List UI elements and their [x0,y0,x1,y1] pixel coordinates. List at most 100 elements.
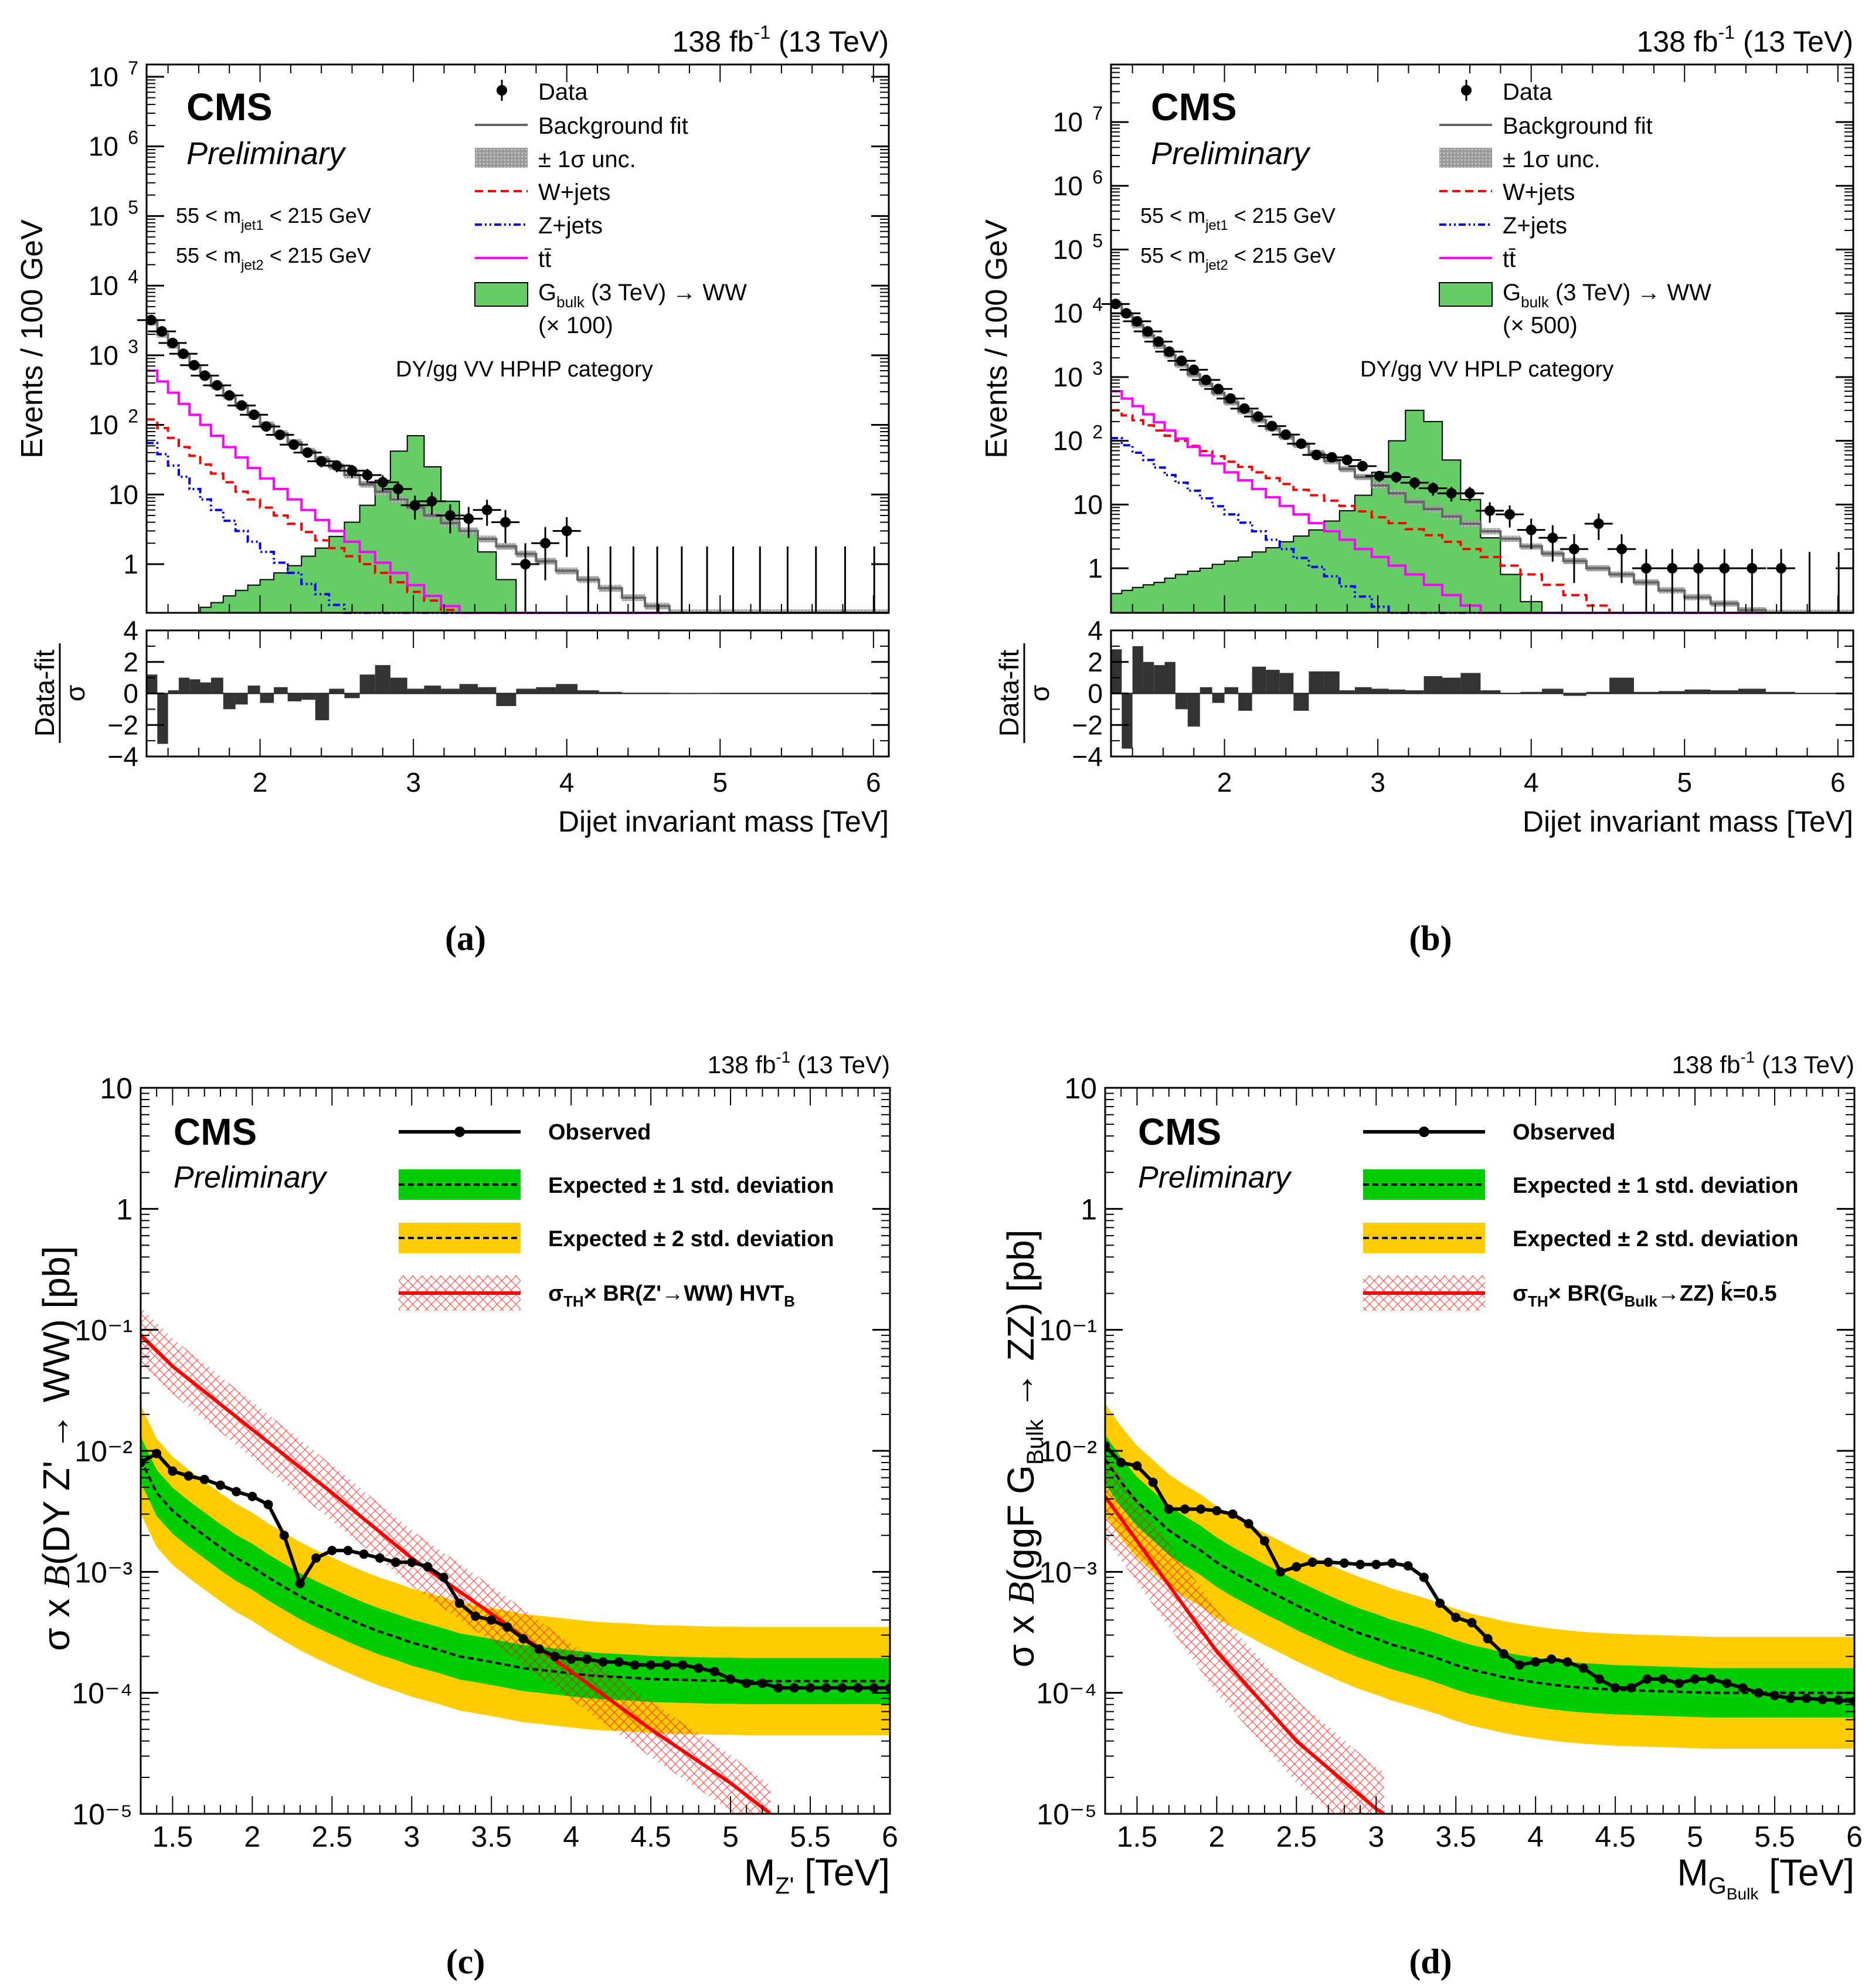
data-point [362,470,373,481]
theory-xsec-line [141,1334,772,1814]
observed-point [295,1579,305,1589]
observed-point [391,1557,401,1567]
plot-area [1105,1403,1854,1814]
observed-point [1355,1559,1365,1569]
pull-bar [496,693,517,706]
observed-point [1371,1559,1381,1569]
observed-point [1259,1536,1269,1546]
panel-a-cut1: 55 < mjet1 < 215 GeV [176,203,371,233]
y-tick-label: 10⁻⁵ [1037,1798,1097,1831]
observed-point [1419,1572,1429,1582]
pull-bar [189,679,201,694]
wjets-histogram [147,418,889,614]
panel-d-caption: (d) [1409,1942,1452,1981]
pull-bar [694,693,721,694]
panel-c-cms-sub: Preliminary [174,1161,328,1195]
y-tick-label: 10 [1053,362,1083,392]
data-point [1341,454,1353,466]
panel-a-xlabel: Dijet invariant mass [TeV] [558,805,889,838]
legend-signal-scale: (× 100) [538,313,613,338]
legend-wjets: W+jets [538,179,610,205]
observed-point [709,1667,719,1677]
pull-bar [301,693,315,700]
pull-bar [1111,649,1122,694]
observed-point [454,1598,464,1608]
x-tick-label: 6 [1846,1820,1863,1853]
panel-b-pull-plot: 420−2−42 3 4 5 6 [1072,615,1853,798]
observed-point [487,1615,497,1625]
observed-point [1578,1663,1588,1673]
y-tick-exponent: 4 [1092,294,1103,315]
x-tick-label: 5 [722,1820,739,1853]
x-tick-label: 1.5 [152,1820,193,1853]
x-tick-label: 5.5 [790,1820,831,1853]
data-point [1693,563,1704,574]
y-tick-label: 10⁻³ [74,1556,132,1589]
y-tick-label: 10⁻¹ [74,1314,132,1347]
observed-point [630,1660,640,1670]
legend-exp2: Expected ± 2 std. deviation [548,1227,834,1251]
panel-a-category: DY/gg VV HPHP category [396,357,653,382]
panel-a-main-plot: 1 10 10 2 10 3 10 4 10 5 10 6 10 7 [89,57,889,614]
data-point [1225,393,1236,404]
pull-bar [1238,693,1252,711]
pull-bar [1339,690,1355,694]
pull-bar [1266,670,1280,694]
data-point [189,359,200,371]
data-point [1253,411,1264,422]
observed-point [614,1657,624,1667]
data-point [157,326,168,337]
observed-point [806,1683,816,1693]
pull-bar [1132,646,1143,694]
data-point [249,409,260,420]
svg-text:Data-fit: Data-fit [29,650,60,737]
pull-bar [1252,666,1266,694]
data-point [1239,403,1250,414]
observed-point [757,1678,767,1688]
data-point [463,513,474,524]
pull-bar [1442,677,1461,694]
observed-point [199,1474,209,1484]
data-point [426,496,437,507]
panel-b-cut2: 55 < mjet2 < 215 GeV [1140,243,1336,273]
data-point [1142,326,1153,337]
panel-a-cms-sub: Preliminary [186,136,346,171]
x-tick-label: 2 [1208,1820,1225,1853]
pull-bar [556,684,578,694]
data-point [261,421,272,432]
observed-point [1626,1683,1636,1693]
data-point [178,348,189,359]
legend-exp2: Expected ± 2 std. deviation [1513,1227,1799,1251]
pull-y-tick-label: 4 [1088,615,1103,646]
x-tick-label: 3 [403,1820,420,1853]
x-tick-label: 4.5 [630,1820,671,1853]
observed-point [1467,1618,1477,1628]
data-point [1374,470,1385,481]
legend-unc: ± 1σ unc. [538,147,636,172]
observed-point [407,1557,417,1567]
observed-point [1323,1557,1333,1567]
observed-point [1706,1674,1716,1684]
observed-point [534,1644,544,1654]
observed-point [1674,1678,1684,1688]
pull-bar [274,687,288,694]
x-tick-label: 2 [253,767,268,798]
pull-bar [669,693,694,694]
panel-c-legend: Observed Expected ± 1 std. deviation Exp… [399,1120,834,1311]
legend-unc: ± 1σ unc. [1503,147,1601,172]
observed-point [1850,1697,1854,1707]
pull-bar [1371,688,1389,694]
observed-point [1611,1683,1620,1693]
pull-bar [168,690,179,694]
data-point [145,314,157,325]
x-tick-label: 4 [559,767,575,798]
pull-bar [344,693,360,698]
pull-bar [441,688,460,694]
data-point [236,400,247,411]
ttbar-histogram [147,369,889,614]
y-tick-label: 10⁻³ [1039,1556,1097,1589]
data-point [274,429,286,440]
y-tick-label: 10 [100,1072,132,1105]
legend-data: Data [538,79,588,105]
